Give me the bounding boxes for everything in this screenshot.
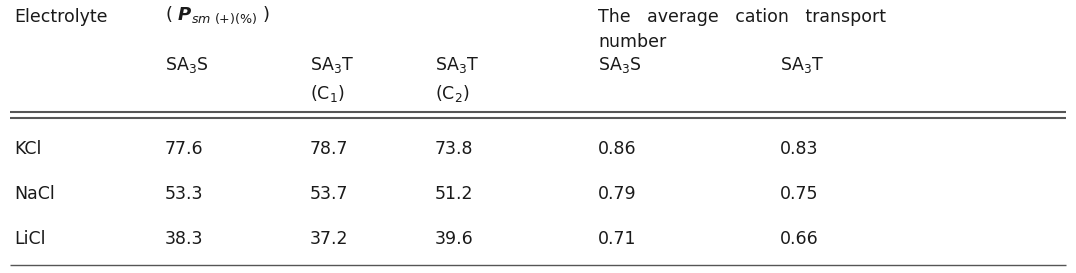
Text: SA$_3$T
(C$_1$): SA$_3$T (C$_1$) [310,55,354,104]
Text: The   average   cation   transport
number: The average cation transport number [598,8,886,51]
Text: 0.79: 0.79 [598,185,637,203]
Text: 39.6: 39.6 [435,230,473,248]
Text: ( $\boldsymbol{P}$$_{sm\ (+)(\%)}$ ): ( $\boldsymbol{P}$$_{sm\ (+)(\%)}$ ) [165,4,270,26]
Text: LiCl: LiCl [14,230,45,248]
Text: 73.8: 73.8 [435,140,473,158]
Text: 0.83: 0.83 [780,140,819,158]
Text: 0.86: 0.86 [598,140,637,158]
Text: SA$_3$T
(C$_2$): SA$_3$T (C$_2$) [435,55,479,104]
Text: KCl: KCl [14,140,41,158]
Text: 0.66: 0.66 [780,230,819,248]
Text: SA$_3$S: SA$_3$S [165,55,209,75]
Text: 78.7: 78.7 [310,140,349,158]
Text: 53.3: 53.3 [165,185,203,203]
Text: 38.3: 38.3 [165,230,203,248]
Text: 0.75: 0.75 [780,185,819,203]
Text: Electrolyte: Electrolyte [14,8,108,26]
Text: 77.6: 77.6 [165,140,203,158]
Text: SA$_3$S: SA$_3$S [598,55,641,75]
Text: NaCl: NaCl [14,185,55,203]
Text: 51.2: 51.2 [435,185,473,203]
Text: 0.71: 0.71 [598,230,637,248]
Text: 37.2: 37.2 [310,230,349,248]
Text: 53.7: 53.7 [310,185,349,203]
Text: SA$_3$T: SA$_3$T [780,55,824,75]
